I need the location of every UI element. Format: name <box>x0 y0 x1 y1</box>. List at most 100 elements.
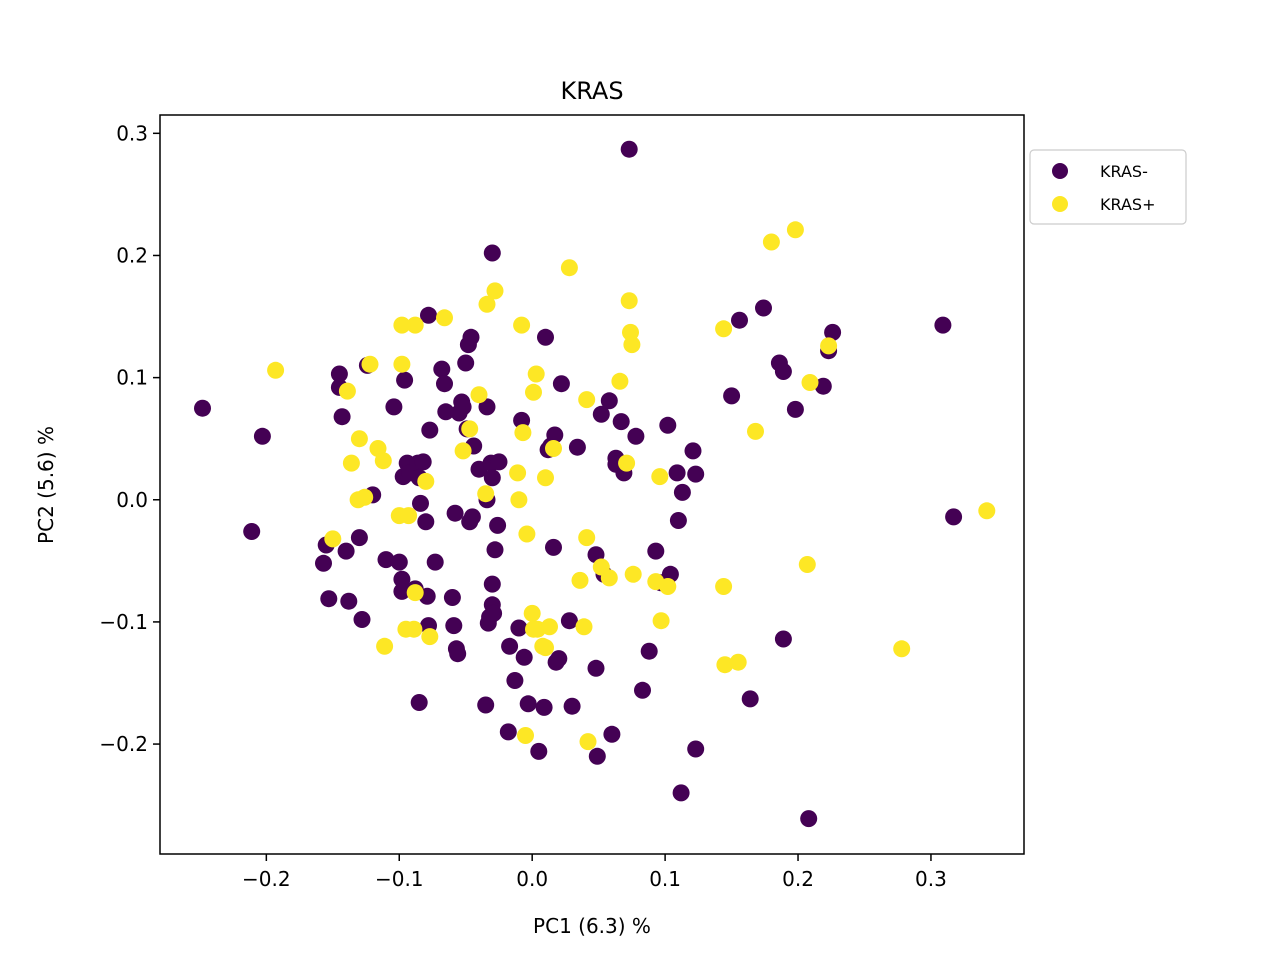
point-kras-plus <box>374 452 392 470</box>
point-kras-minus <box>587 659 605 677</box>
point-kras-plus <box>517 727 534 744</box>
point-kras-minus <box>515 648 533 666</box>
point-kras-minus <box>462 328 480 346</box>
point-kras-plus <box>406 316 424 334</box>
point-kras-plus <box>618 454 636 472</box>
y-tick-label: 0.3 <box>116 121 148 145</box>
point-kras-minus <box>337 542 355 560</box>
point-kras-minus <box>668 464 686 482</box>
point-kras-minus <box>627 427 645 445</box>
point-kras-plus <box>716 656 734 674</box>
point-kras-plus <box>478 295 496 313</box>
point-kras-plus <box>350 430 368 448</box>
point-kras-plus <box>624 565 642 583</box>
point-kras-minus <box>535 698 553 716</box>
point-kras-plus <box>393 355 411 373</box>
chart-title: KRAS <box>560 77 623 105</box>
point-kras-minus <box>410 694 428 711</box>
point-kras-plus <box>436 309 453 327</box>
point-kras-minus <box>421 421 439 439</box>
point-kras-plus <box>747 422 764 440</box>
point-kras-minus <box>786 400 804 418</box>
point-kras-minus <box>684 442 702 460</box>
point-kras-plus <box>324 530 342 548</box>
point-kras-minus <box>446 504 464 522</box>
point-kras-plus <box>893 640 911 658</box>
point-kras-minus <box>560 612 578 630</box>
point-kras-minus <box>454 398 472 416</box>
point-kras-plus <box>514 424 532 442</box>
point-kras-minus <box>194 399 211 417</box>
y-axis: −0.2 −0.1 0.0 0.1 0.2 0.3 <box>99 121 160 756</box>
point-kras-minus <box>603 725 621 743</box>
point-kras-plus <box>509 464 527 482</box>
y-tick-label: 0.2 <box>116 243 148 267</box>
point-kras-plus <box>571 571 589 589</box>
point-kras-plus <box>798 556 816 573</box>
point-kras-minus <box>501 637 519 655</box>
x-axis-label: PC1 (6.3) % <box>533 914 651 938</box>
point-kras-plus <box>786 221 804 239</box>
point-kras-minus <box>445 617 463 635</box>
point-kras-minus <box>486 541 504 559</box>
point-kras-minus <box>436 375 453 393</box>
point-kras-plus <box>623 336 641 354</box>
point-kras-plus <box>400 507 418 525</box>
point-kras-minus <box>414 453 432 471</box>
point-kras-plus <box>417 472 435 490</box>
legend-box <box>1029 149 1187 225</box>
point-kras-minus <box>483 575 501 593</box>
point-kras-minus <box>669 512 687 529</box>
point-kras-plus <box>470 386 488 404</box>
point-kras-minus <box>563 697 581 715</box>
point-kras-plus <box>579 733 597 751</box>
point-kras-plus <box>600 569 618 587</box>
point-kras-minus <box>687 465 705 483</box>
point-kras-plus <box>611 372 629 390</box>
point-kras-plus <box>578 391 596 409</box>
x-tick-label: 0.1 <box>649 867 681 891</box>
point-kras-plus <box>978 502 996 520</box>
point-kras-minus <box>634 681 651 699</box>
point-kras-minus <box>620 140 638 158</box>
plot-frame <box>159 114 1025 855</box>
point-kras-minus <box>253 427 271 445</box>
point-kras-minus <box>600 392 618 410</box>
point-kras-minus <box>545 538 562 556</box>
point-kras-plus <box>729 653 747 671</box>
x-tick-label: −0.2 <box>242 867 291 891</box>
point-kras-plus <box>342 454 360 472</box>
legend-label-kras-minus: KRAS- <box>1100 162 1148 181</box>
point-kras-minus <box>396 371 414 389</box>
point-kras-minus <box>426 553 444 571</box>
point-kras-plus <box>518 525 536 543</box>
point-kras-plus <box>406 584 424 602</box>
x-tick-label: 0.2 <box>782 867 814 891</box>
point-kras-minus <box>673 483 691 501</box>
x-tick-label: −0.1 <box>375 867 424 891</box>
point-kras-minus <box>672 784 690 802</box>
point-kras-minus <box>588 747 606 765</box>
point-kras-minus <box>490 453 508 471</box>
point-kras-minus <box>814 377 832 395</box>
point-kras-plus <box>578 529 596 547</box>
point-kras-minus <box>478 398 496 416</box>
point-kras-minus <box>463 508 481 526</box>
point-kras-minus <box>390 553 408 571</box>
point-kras-minus <box>483 244 501 262</box>
point-kras-minus <box>433 360 451 378</box>
point-kras-minus <box>774 363 792 380</box>
legend-marker-kras-minus <box>1052 163 1068 179</box>
point-kras-minus <box>723 387 741 405</box>
point-kras-minus <box>333 408 351 426</box>
point-kras-minus <box>568 438 586 456</box>
point-kras-minus <box>755 299 772 317</box>
point-kras-plus <box>545 440 562 457</box>
point-kras-minus <box>824 323 842 341</box>
point-kras-plus <box>715 320 733 338</box>
point-kras-minus <box>741 690 759 708</box>
point-kras-plus <box>461 420 479 438</box>
point-kras-minus <box>443 589 461 606</box>
